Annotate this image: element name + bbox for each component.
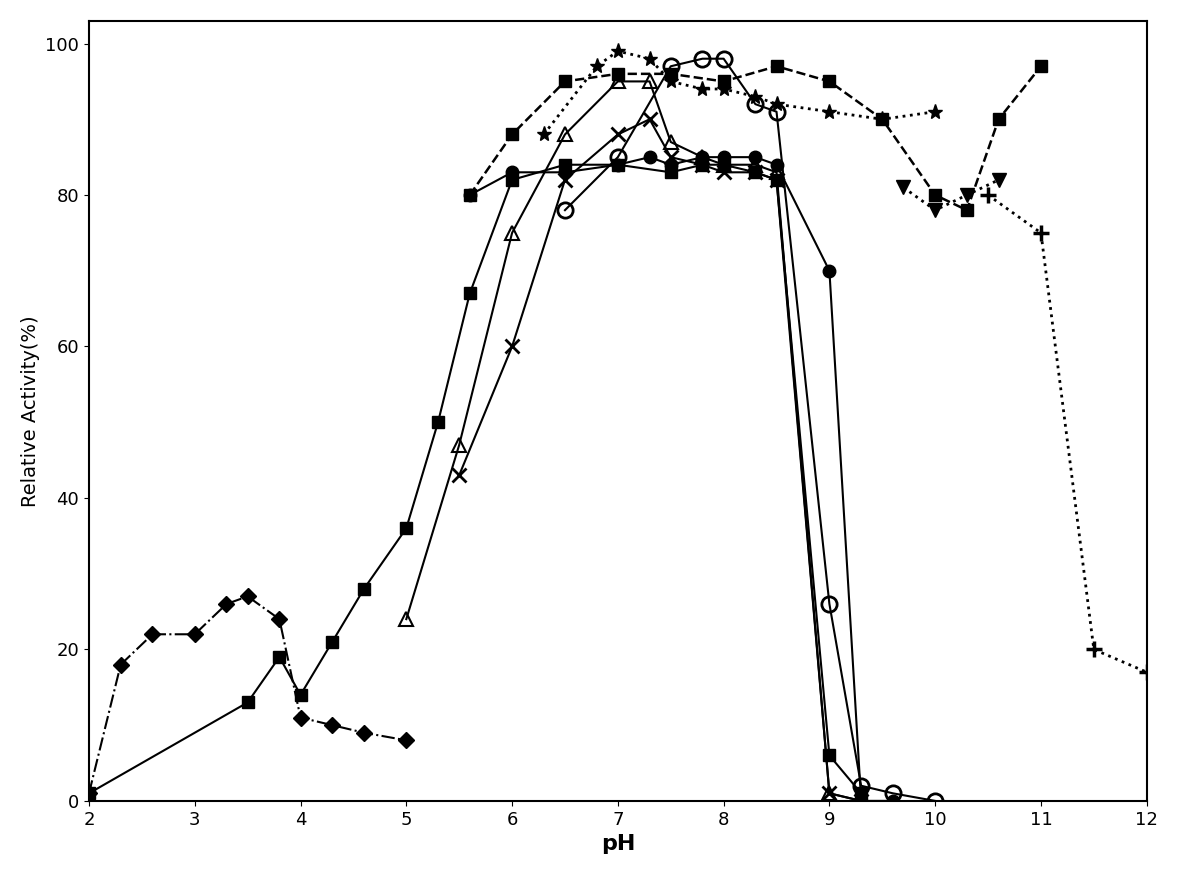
Y-axis label: Relative Activity(%): Relative Activity(%)	[21, 315, 40, 507]
X-axis label: pH: pH	[600, 834, 635, 854]
